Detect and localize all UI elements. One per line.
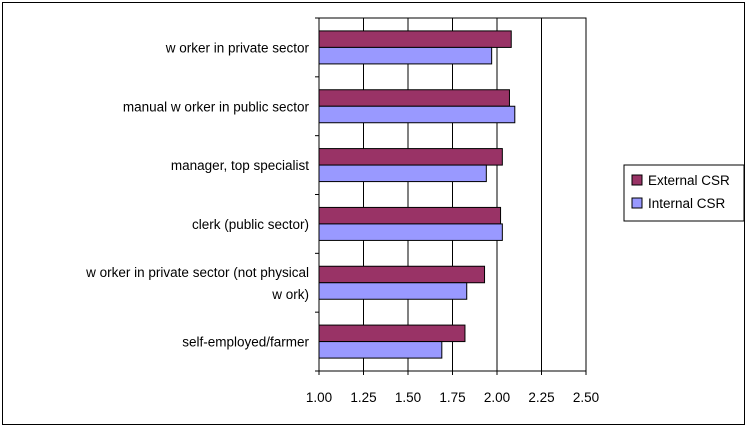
- category-label-line: w orker in private sector: [165, 40, 310, 55]
- bar-external-csr: [318, 206, 502, 225]
- legend-label: Internal CSR: [648, 196, 726, 211]
- bar-external-csr: [318, 265, 486, 284]
- category-label: self-employed/farmer: [182, 335, 309, 350]
- category-label-line: clerk (public sector): [192, 217, 309, 232]
- legend-swatch: [631, 197, 643, 209]
- bar-internal-csr: [318, 341, 443, 359]
- bar-external-csr: [318, 324, 466, 343]
- bar-internal-csr: [318, 223, 503, 241]
- category-label-line: manager, top specialist: [171, 158, 309, 173]
- category-label-line: manual w orker in public sector: [123, 99, 310, 114]
- x-tick-label: 1.25: [350, 390, 376, 405]
- category-label-line: w ork): [271, 287, 309, 302]
- category-label: w orker in private sector: [165, 40, 310, 55]
- legend-label: External CSR: [648, 173, 730, 188]
- bar-internal-csr: [318, 282, 468, 300]
- x-tick-label: 2.50: [573, 390, 599, 405]
- bar-internal-csr: [318, 164, 487, 183]
- legend-box: [623, 164, 745, 222]
- bar-external-csr: [318, 148, 503, 166]
- legend-swatch: [631, 174, 643, 186]
- x-tick-label: 1.75: [439, 390, 465, 405]
- category-label: w orker in private sector (not physical w…: [85, 265, 309, 302]
- x-tick-label: 2.00: [484, 390, 510, 405]
- bar-external-csr: [318, 89, 510, 107]
- bar-internal-csr: [318, 105, 516, 124]
- x-tick-label: 1.00: [306, 390, 332, 405]
- x-tick-label: 2.25: [528, 390, 554, 405]
- category-label: clerk (public sector): [192, 217, 309, 232]
- category-label: manual w orker in public sector: [123, 99, 310, 114]
- category-label: manager, top specialist: [171, 158, 309, 173]
- category-label-line: self-employed/farmer: [182, 335, 309, 350]
- x-tick-label: 1.50: [395, 390, 421, 405]
- category-label-line: w orker in private sector (not physical: [85, 265, 309, 280]
- bar-internal-csr: [318, 46, 493, 65]
- bar-external-csr: [318, 30, 512, 48]
